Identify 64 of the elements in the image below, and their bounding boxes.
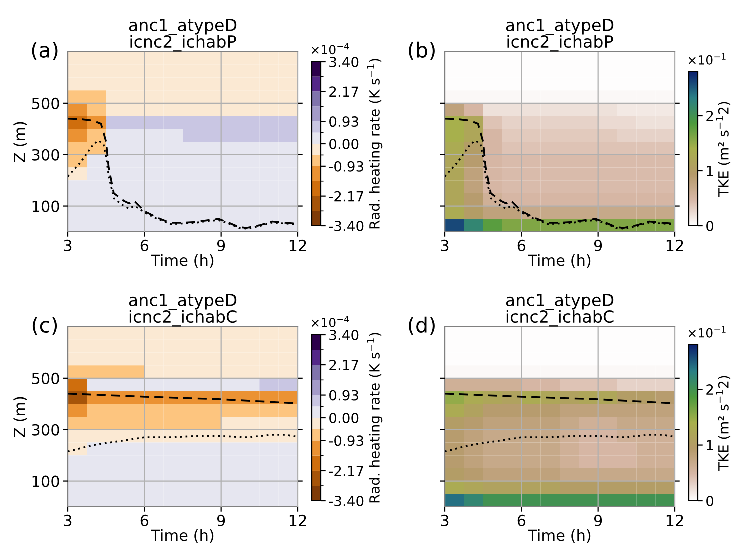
chart-title: anc1_atypeD icnc2_ichabC [129,294,237,327]
x-tick-label: 6 [140,240,149,252]
y-tick-label: 100 [32,476,60,488]
y-tick-label: 500 [32,98,60,110]
color-bar-label: 0.00 [330,138,359,150]
color-bar-label: -0.93 [329,436,364,446]
y-axis-title: Z (m) [14,122,28,162]
color-bar-label: 0.00 [330,412,359,424]
x-tick-label: 12 [290,514,306,526]
color-bar-title: Rad. heating rate (K s$^{−1}$) [367,333,383,503]
color-bar-title: Rad. heating rate (K s$^{−1}$) [367,59,383,229]
color-bar-label: -3.40 [329,496,364,506]
color-bar-label: 0 [706,496,714,506]
y-tick-label: 300 [32,424,60,436]
x-tick-label: 6 [140,514,149,526]
color-bar-label: -3.40 [329,220,364,232]
x-tick-label: 12 [666,240,684,252]
x-axis-title: Time (h) [151,254,214,268]
x-tick-label: 12 [290,240,306,252]
x-tick-label: 3 [441,240,449,252]
color-bar-label: 0 [706,220,714,232]
color-bar-label: 2.17 [330,360,358,370]
chart-title: anc1_atypeD icnc2_ichabP [506,19,614,52]
color-bar-label: -0.93 [329,161,364,172]
text: (b) [409,42,435,60]
color-bar-label: 2 [706,110,714,122]
x-axis-title: Time (h) [528,254,591,268]
x-tick-label: 6 [518,514,526,526]
x-tick-label: 3 [64,514,72,526]
x-tick-label: 6 [518,240,526,252]
y-tick-label: 300 [32,149,60,161]
color-bar-label: -2.17 [329,191,364,202]
text: ×10$^{−1}$ [688,326,726,338]
x-axis-title: Time (h) [151,529,214,544]
text: (a) [32,42,58,60]
x-tick-label: 3 [64,240,72,252]
text: ×10$^{−1}$ [688,54,726,65]
color-bar-label: -2.17 [329,466,364,476]
chart-title: anc1_atypeD icnc2_ichabP [129,19,237,52]
x-tick-label: 9 [217,240,226,252]
color-bar-label: 1 [707,166,714,176]
y-tick-label: 100 [32,200,60,212]
color-bar-label: 3.40 [330,56,359,68]
color-bar-label: 2.17 [330,86,358,97]
x-tick-label: 9 [594,240,602,252]
color-bar-title: TKE (m² s$^{−1}$2) [716,102,731,198]
text: (d) [409,316,435,336]
x-axis-title: Time (h) [528,529,591,544]
color-bar-label: 0.93 [330,116,358,128]
y-tick-label: 500 [32,372,60,384]
color-bar-title: TKE (m² s$^{−1}$2) [716,376,731,472]
text: ×10$^{−4}$ [312,316,350,328]
x-tick-label: 12 [666,514,684,526]
text: (c) [32,316,58,336]
y-axis-title: Z (m) [14,397,28,438]
text: ×10$^{−4}$ [312,43,350,55]
color-bar-label: 1 [707,440,714,451]
x-tick-label: 9 [217,514,226,526]
chart-title: anc1_atypeD icnc2_ichabC [506,294,614,327]
color-bar-label: 2 [706,384,714,395]
color-bar-label: 3.40 [330,330,359,340]
x-tick-label: 9 [594,514,602,526]
x-tick-label: 3 [441,514,449,526]
color-bar-label: 0.93 [330,390,358,401]
